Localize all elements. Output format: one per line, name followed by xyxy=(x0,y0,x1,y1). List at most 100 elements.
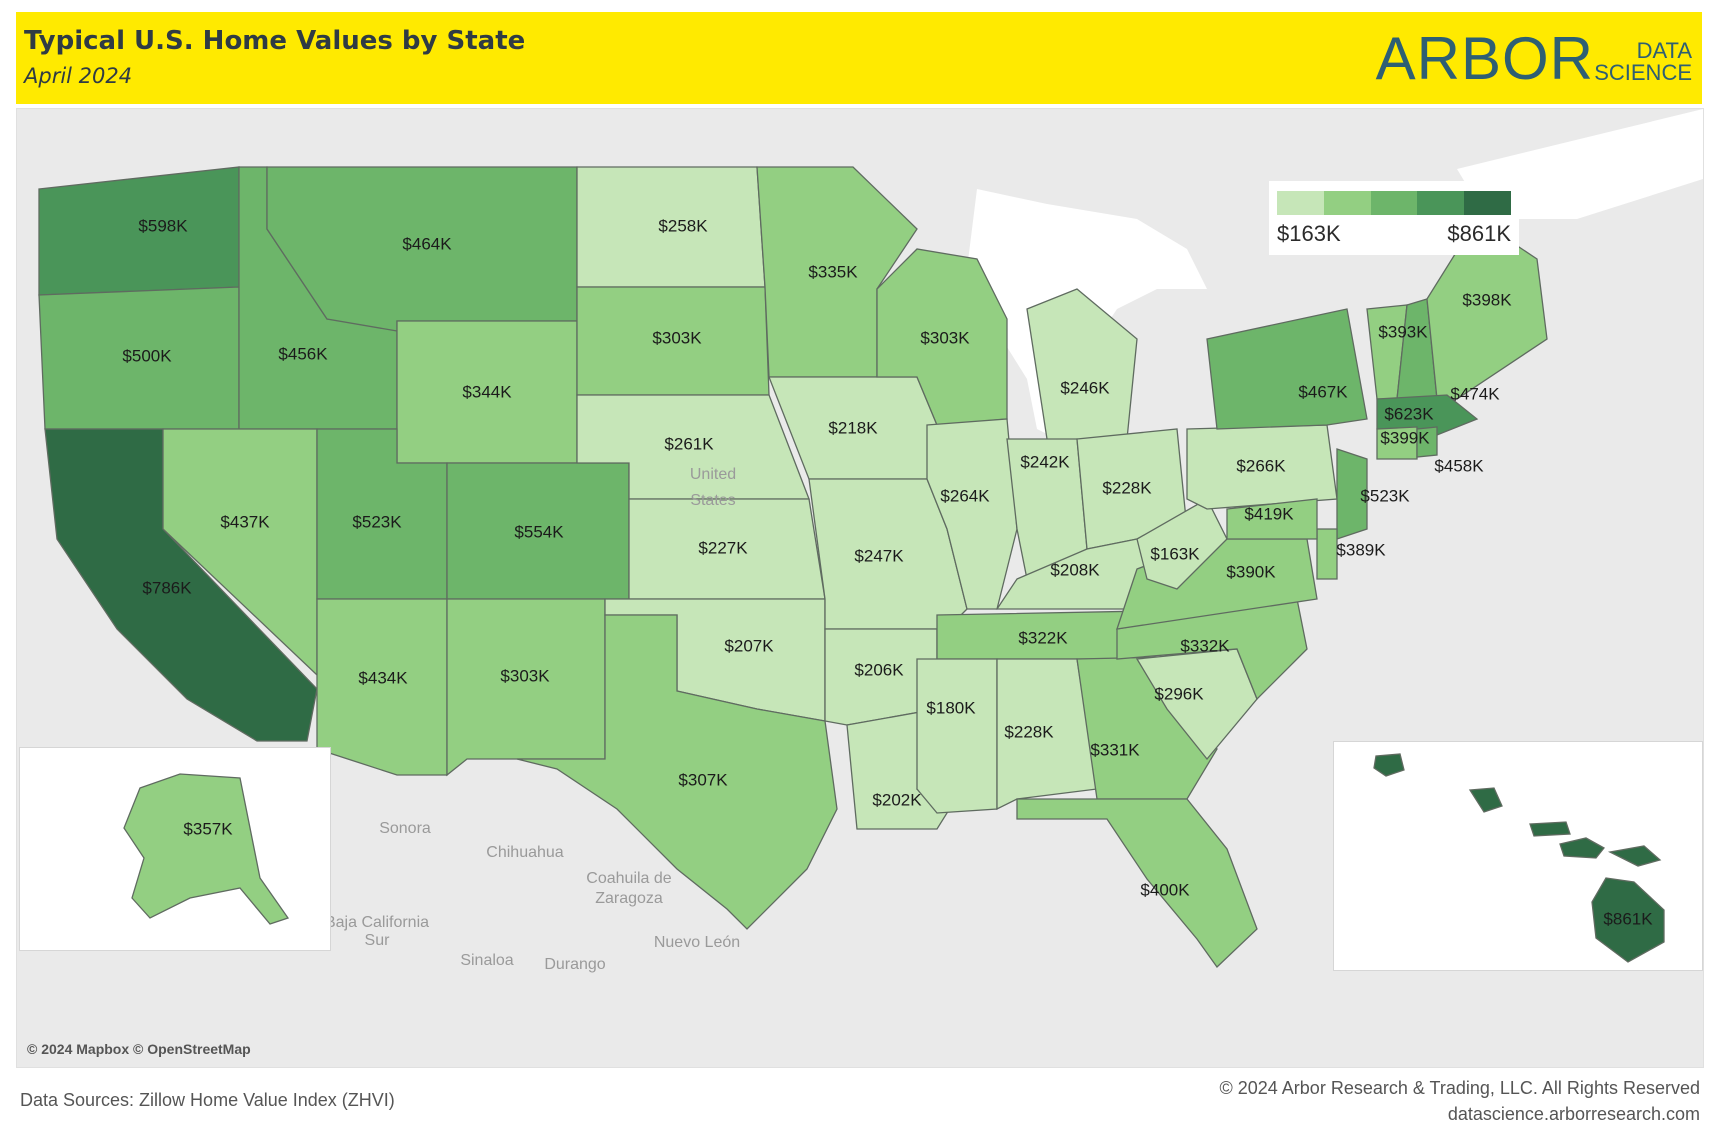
state-value-label-wi: $303K xyxy=(920,328,970,347)
place-label: United xyxy=(690,466,736,483)
place-label: Zaragoza xyxy=(595,890,663,907)
state-value-label-az: $434K xyxy=(358,668,408,687)
state-nm[interactable] xyxy=(446,598,606,777)
state-value-label-mi: $246K xyxy=(1060,378,1110,397)
state-value-label-pa: $266K xyxy=(1236,456,1286,475)
state-value-label-ks: $227K xyxy=(698,538,748,557)
state-value-label-de: $389K xyxy=(1336,540,1386,559)
state-wv[interactable] xyxy=(1136,498,1228,590)
state-al[interactable] xyxy=(996,658,1098,811)
state-value-label-mt: $464K xyxy=(402,234,452,253)
state-ak[interactable] xyxy=(123,773,290,925)
state-value-label-va: $390K xyxy=(1226,562,1276,581)
legend-max-label: $861K xyxy=(1447,221,1511,246)
state-value-label-nc: $332K xyxy=(1180,636,1230,655)
state-value-label-tn: $322K xyxy=(1018,628,1068,647)
state-value-label-md: $419K xyxy=(1244,504,1294,523)
state-value-label-oh: $228K xyxy=(1102,478,1152,497)
state-value-label-id: $456K xyxy=(278,344,328,363)
state-hi-island[interactable] xyxy=(1591,877,1665,963)
state-value-label-ga: $331K xyxy=(1090,740,1140,759)
state-value-label-nj: $523K xyxy=(1360,486,1410,505)
state-hi-island[interactable] xyxy=(1559,837,1605,859)
state-value-label-ca: $786K xyxy=(142,578,192,597)
state-il[interactable] xyxy=(926,418,1018,610)
state-value-label-sd: $303K xyxy=(652,328,702,347)
state-value-label-wy: $344K xyxy=(462,382,512,401)
state-hi-island[interactable] xyxy=(1468,787,1503,813)
state-ct[interactable] xyxy=(1376,426,1418,460)
state-value-label-wv: $163K xyxy=(1150,544,1200,563)
legend-swatch xyxy=(1370,191,1418,215)
state-value-label-sc: $296K xyxy=(1154,684,1204,703)
state-value-label-hi: $861K xyxy=(1603,909,1653,928)
state-value-label-tx: $307K xyxy=(678,770,728,789)
state-value-label-ok: $207K xyxy=(724,636,774,655)
state-value-label-la: $202K xyxy=(872,790,922,809)
state-nj[interactable] xyxy=(1336,448,1368,540)
state-value-label-ct: $399K xyxy=(1380,428,1430,447)
state-value-label-wa: $598K xyxy=(138,216,188,235)
state-value-label-nd: $258K xyxy=(658,216,708,235)
map-canvas[interactable]: $598K $500K $786K $456K $437K $464K $344K $523K… xyxy=(16,108,1704,1068)
state-md[interactable] xyxy=(1226,498,1318,540)
state-hi-island[interactable] xyxy=(1607,845,1662,867)
state-value-label-ky: $208K xyxy=(1050,560,1100,579)
state-value-label-ar: $206K xyxy=(854,660,904,679)
state-value-label-nh: $474K xyxy=(1450,384,1500,403)
state-value-label-or: $500K xyxy=(122,346,172,365)
state-value-label-vt: $393K xyxy=(1378,322,1428,341)
state-az[interactable] xyxy=(316,598,448,776)
state-ms[interactable] xyxy=(916,658,998,814)
legend-color-bar xyxy=(1277,191,1511,215)
legend-swatch xyxy=(1417,191,1465,215)
place-label: Sur xyxy=(365,932,391,949)
state-hi-island[interactable] xyxy=(1529,821,1571,837)
state-hi-island[interactable] xyxy=(1373,753,1405,777)
logo-wordmark: ARBOR xyxy=(1375,25,1594,92)
map-attribution[interactable]: © 2024 Mapbox © OpenStreetMap xyxy=(27,1041,251,1057)
state-value-label-mn: $335K xyxy=(808,262,858,281)
legend-swatch xyxy=(1323,191,1371,215)
arbor-logo: ARBOR DATA SCIENCE xyxy=(1376,24,1692,94)
logo-subtext-top: DATA xyxy=(1636,38,1692,63)
state-value-label-nv: $437K xyxy=(220,512,270,531)
state-value-label-me: $398K xyxy=(1462,290,1512,309)
choropleth-map[interactable]: $598K $500K $786K $456K $437K $464K $344K $523K… xyxy=(17,109,1703,1067)
state-value-label-co: $554K xyxy=(514,522,564,541)
state-value-label-ne: $261K xyxy=(664,434,714,453)
page-subtitle: April 2024 xyxy=(24,64,133,88)
legend-swatch xyxy=(1277,191,1324,215)
state-value-label-ak: $357K xyxy=(183,819,233,838)
state-value-label-in: $242K xyxy=(1020,452,1070,471)
state-value-label-ut: $523K xyxy=(352,512,402,531)
place-label: Coahuila de xyxy=(586,870,672,887)
state-value-label-nm: $303K xyxy=(500,666,550,685)
state-value-label-fl: $400K xyxy=(1140,880,1190,899)
data-source-note: Data Sources: Zillow Home Value Index (Z… xyxy=(20,1090,395,1110)
state-value-label-al: $228K xyxy=(1004,722,1054,741)
state-value-label-mo: $247K xyxy=(854,546,904,565)
logo-subtext-bottom: SCIENCE xyxy=(1594,60,1692,85)
state-value-label-il: $264K xyxy=(940,486,990,505)
state-ri[interactable] xyxy=(1416,426,1438,458)
state-de[interactable] xyxy=(1316,528,1338,580)
copyright-note: © 2024 Arbor Research & Trading, LLC. Al… xyxy=(1219,1078,1700,1098)
website-link[interactable]: datascience.arborresearch.com xyxy=(1447,1104,1700,1124)
hawaii-inset: $861K xyxy=(1333,741,1703,971)
place-label: Sinaloa xyxy=(460,952,513,969)
place-label: Baja California xyxy=(325,914,429,931)
state-tx[interactable] xyxy=(516,614,838,930)
place-label: Sonora xyxy=(379,820,431,837)
alaska-inset: $357K xyxy=(19,747,331,951)
state-value-label-ny: $467K xyxy=(1298,382,1348,401)
state-fl[interactable] xyxy=(1016,798,1258,968)
state-value-label-ma: $623K xyxy=(1384,404,1434,423)
state-value-label-ia: $218K xyxy=(828,418,878,437)
place-label: Nuevo León xyxy=(654,934,740,951)
legend-min-label: $163K xyxy=(1277,221,1341,246)
legend-swatch xyxy=(1464,191,1511,215)
state-ny[interactable] xyxy=(1206,308,1368,430)
state-value-label-ms: $180K xyxy=(926,698,976,717)
state-value-label-ri: $458K xyxy=(1434,456,1484,475)
